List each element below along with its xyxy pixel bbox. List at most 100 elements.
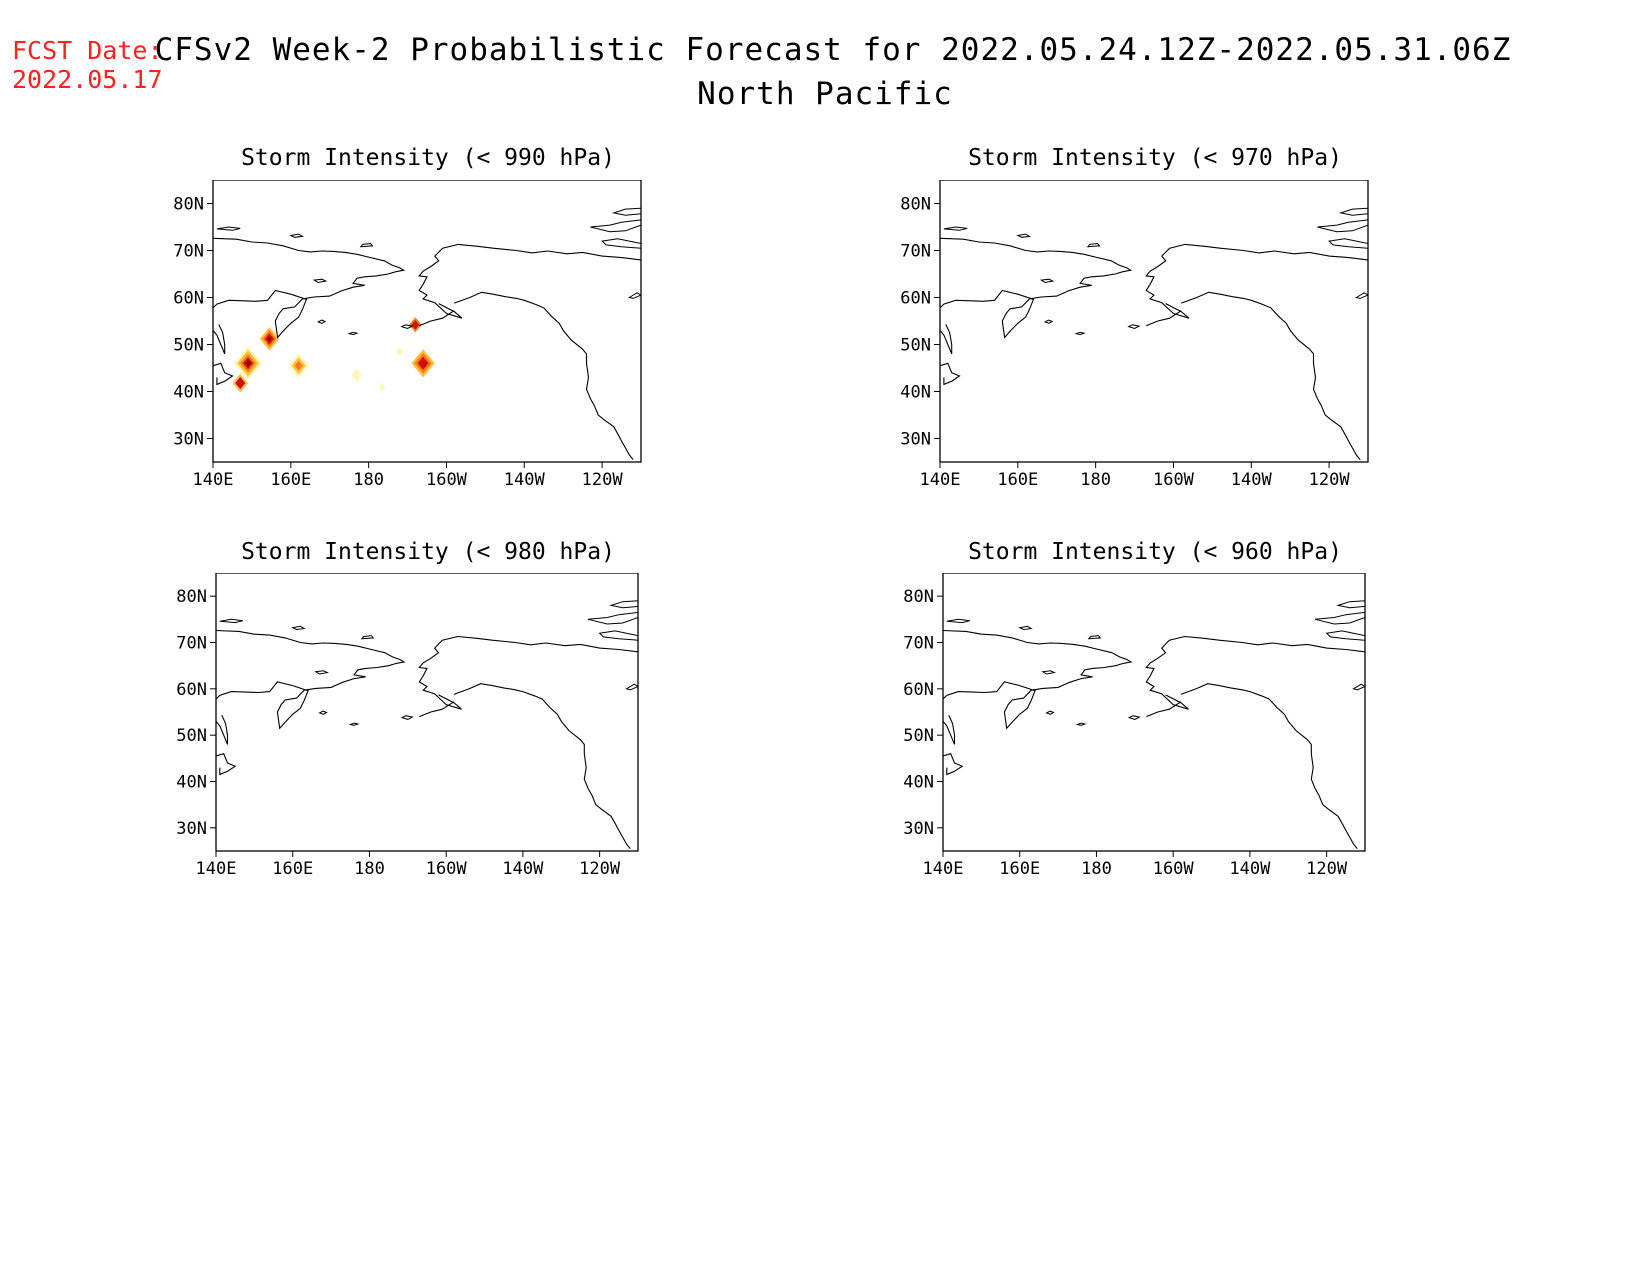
island bbox=[590, 219, 641, 233]
panel-990-title: Storm Intensity (< 990 hPa) bbox=[241, 145, 615, 171]
coastline bbox=[1145, 243, 1368, 319]
lat-tick-label: 70N bbox=[176, 634, 207, 654]
lon-tick-label: 160E bbox=[272, 859, 313, 879]
panel-960-map: 140E 160E 180 160W 140W 120W 80N 70N 60N 50N 40N 30… bbox=[903, 573, 1366, 879]
coastline bbox=[216, 753, 237, 776]
island bbox=[1127, 324, 1141, 330]
lon-tick-label: 120W bbox=[1309, 470, 1351, 490]
island bbox=[1074, 331, 1086, 336]
lon-tick-label: 180 bbox=[1081, 859, 1112, 879]
island bbox=[1075, 722, 1087, 726]
map-frame bbox=[939, 180, 1369, 463]
map-frame bbox=[942, 573, 1366, 852]
island bbox=[1328, 238, 1368, 249]
island bbox=[1352, 683, 1365, 691]
coastline bbox=[216, 629, 406, 730]
lon-tick-label: 140W bbox=[502, 859, 544, 879]
lat-tick-label: 40N bbox=[900, 383, 931, 403]
lon-tick-label: 160W bbox=[426, 859, 468, 879]
island bbox=[611, 207, 641, 216]
coastline bbox=[1180, 683, 1358, 850]
island bbox=[627, 292, 641, 299]
lon-tick-label: 160E bbox=[999, 859, 1040, 879]
island bbox=[359, 242, 374, 248]
lat-tick-label: 30N bbox=[903, 819, 934, 839]
coastline bbox=[940, 324, 953, 355]
coastline bbox=[213, 362, 234, 386]
island bbox=[1018, 625, 1033, 631]
lat-tick-label: 70N bbox=[900, 242, 931, 262]
island bbox=[1043, 319, 1054, 324]
coastline bbox=[943, 629, 1133, 730]
lat-tick-label: 60N bbox=[900, 289, 931, 309]
lon-tick-label: 140E bbox=[920, 470, 961, 490]
probability-shading bbox=[245, 360, 251, 367]
lat-tick-label: 40N bbox=[176, 773, 207, 793]
lat-tick-label: 80N bbox=[176, 587, 207, 607]
coastline bbox=[943, 753, 964, 776]
panel-960-title: Storm Intensity (< 960 hPa) bbox=[968, 539, 1342, 565]
island bbox=[400, 324, 414, 330]
lon-tick-label: 120W bbox=[582, 470, 624, 490]
island bbox=[946, 618, 971, 624]
island bbox=[360, 635, 375, 640]
lat-tick-label: 60N bbox=[173, 289, 204, 309]
probability-shading bbox=[396, 347, 404, 356]
lon-tick-label: 180 bbox=[1080, 470, 1111, 490]
island bbox=[1087, 635, 1102, 640]
island bbox=[1336, 600, 1365, 609]
island bbox=[1354, 292, 1368, 299]
island bbox=[1314, 611, 1365, 625]
lon-tick-label: 140E bbox=[196, 859, 237, 879]
lat-tick-label: 30N bbox=[173, 430, 204, 450]
island bbox=[347, 331, 359, 336]
map-content bbox=[213, 207, 641, 461]
coastline bbox=[216, 714, 229, 745]
lon-tick-label: 140W bbox=[504, 470, 546, 490]
coastline bbox=[213, 324, 226, 355]
island bbox=[216, 226, 241, 231]
island bbox=[316, 319, 327, 324]
forecast-date-value: 2022.05.17 bbox=[12, 65, 163, 94]
lon-tick-label: 160W bbox=[426, 470, 468, 490]
lon-tick-label: 120W bbox=[579, 859, 621, 879]
island bbox=[1127, 715, 1141, 720]
island bbox=[1039, 278, 1055, 284]
coastline bbox=[418, 635, 638, 710]
island bbox=[289, 233, 305, 238]
coastline bbox=[454, 291, 634, 461]
lat-tick-label: 30N bbox=[176, 819, 207, 839]
panel-970-title: Storm Intensity (< 970 hPa) bbox=[968, 145, 1342, 171]
page-subtitle: North Pacific bbox=[697, 76, 953, 112]
panel-990-map: 140E 160E 180 160W 140W 120W 80N 70N 60N 50N 40N 30… bbox=[173, 180, 642, 490]
lon-tick-label: 160W bbox=[1153, 859, 1195, 879]
coastline bbox=[940, 362, 961, 386]
forecast-date-label: FCST Date: 2022.05.17 bbox=[12, 36, 163, 94]
lat-tick-label: 50N bbox=[900, 336, 931, 356]
coastline bbox=[940, 237, 1133, 339]
forecast-date-caption: FCST Date: bbox=[12, 36, 163, 65]
coastline bbox=[419, 701, 455, 718]
map-content bbox=[943, 600, 1365, 850]
coastline bbox=[418, 243, 641, 319]
coastline bbox=[1181, 291, 1361, 461]
lon-tick-label: 160W bbox=[1153, 470, 1195, 490]
island bbox=[1338, 207, 1368, 216]
lon-tick-label: 180 bbox=[353, 470, 384, 490]
panel-980-map: 140E 160E 180 160W 140W 120W 80N 70N 60N 50N 40N 30… bbox=[176, 573, 639, 879]
island bbox=[318, 710, 328, 715]
map-frame bbox=[212, 180, 642, 463]
island bbox=[1041, 670, 1056, 675]
island bbox=[291, 625, 306, 631]
lat-tick-label: 30N bbox=[900, 430, 931, 450]
coastline bbox=[1146, 701, 1182, 718]
island bbox=[609, 600, 638, 609]
coastline bbox=[418, 310, 455, 327]
island bbox=[1045, 710, 1055, 715]
lon-tick-label: 140W bbox=[1231, 470, 1273, 490]
lat-tick-label: 50N bbox=[173, 336, 204, 356]
lat-tick-label: 70N bbox=[903, 634, 934, 654]
coastline bbox=[943, 714, 956, 745]
coastline bbox=[1145, 635, 1365, 710]
island bbox=[598, 630, 638, 641]
